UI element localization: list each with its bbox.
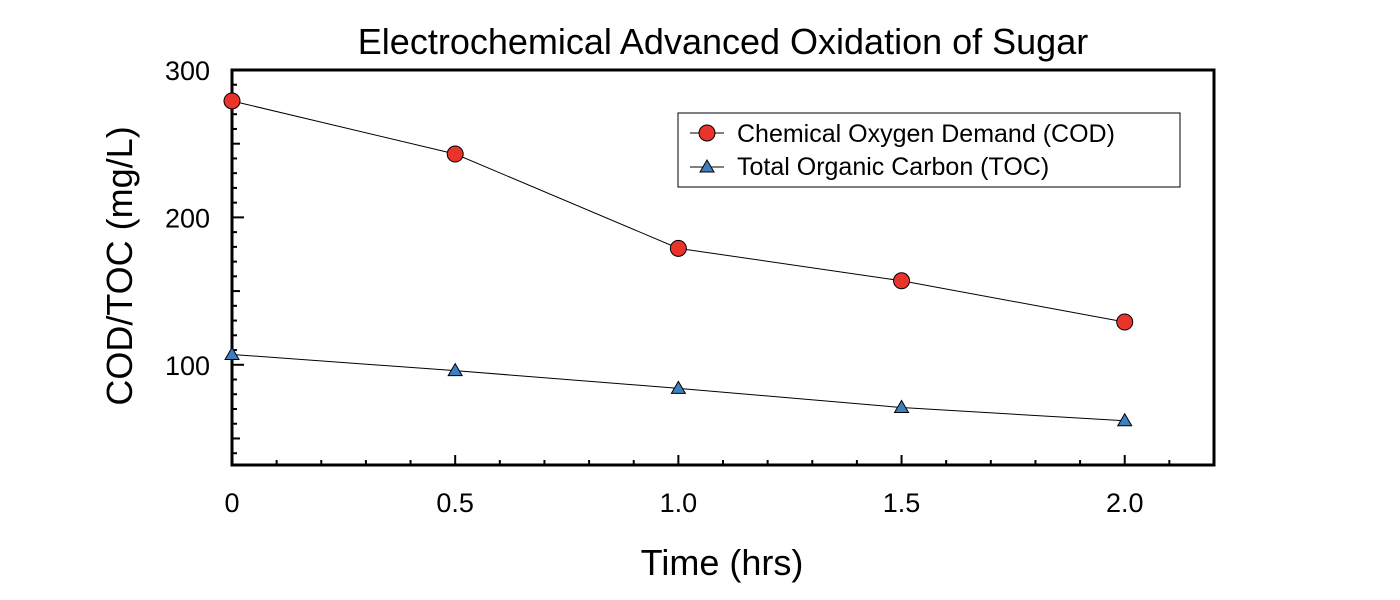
x-tick-label: 1.0 <box>660 488 698 518</box>
x-tick-label: 0.5 <box>436 488 474 518</box>
cod-point <box>223 92 241 110</box>
cod-point <box>669 239 687 257</box>
legend-label-toc: Total Organic Carbon (TOC) <box>737 153 1049 181</box>
legend-marker-toc <box>699 159 715 173</box>
y-tick-label: 100 <box>165 351 210 381</box>
axes: 0 0.5 1.0 1.5 2.0 100 200 300 <box>165 56 1171 518</box>
y-axis-label: COD/TOC (mg/L) <box>99 126 140 405</box>
chart-title: Electrochemical Advanced Oxidation of Su… <box>358 21 1088 62</box>
x-axis-label: Time (hrs) <box>641 542 804 583</box>
legend-label-cod: Chemical Oxygen Demand (COD) <box>737 120 1115 148</box>
x-tick-label: 0 <box>224 488 239 518</box>
toc-point <box>670 380 687 394</box>
toc-point <box>447 362 464 377</box>
y-tick-label: 200 <box>165 203 210 233</box>
cod-point <box>446 145 464 163</box>
toc-point <box>224 346 240 360</box>
x-tick-label: 2.0 <box>1106 488 1144 518</box>
x-tick-label: 1.5 <box>883 488 921 518</box>
legend-marker-cod <box>698 124 716 142</box>
y-tick-label: 300 <box>165 56 210 86</box>
toc-point <box>1116 412 1133 427</box>
cod-point <box>893 272 911 290</box>
toc-point <box>893 399 910 414</box>
cod-point <box>1116 313 1134 331</box>
legend: Chemical Oxygen Demand (COD) Total Organ… <box>677 112 1181 188</box>
series-layer <box>223 92 1134 427</box>
legend-box <box>677 112 1181 188</box>
